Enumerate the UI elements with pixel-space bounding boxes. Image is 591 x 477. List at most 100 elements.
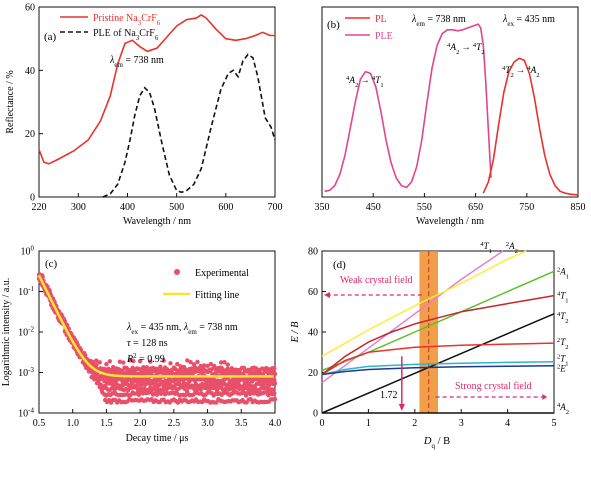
data-point-958 <box>191 362 197 367</box>
panel-a-frame <box>38 6 276 198</box>
panel-b-xtick-label-1: 450 <box>366 202 381 213</box>
panel-a-xlabel: Wavelength / nm <box>123 216 191 227</box>
data-point-928 <box>90 359 96 365</box>
data-point-842 <box>272 391 277 396</box>
panel-d-xtick-label-3: 3 <box>459 418 464 429</box>
peak-label-4a2-4t2: 4A2 → 4T2 <box>447 42 485 56</box>
panel-b-lem: λem = 738 nm <box>411 14 466 28</box>
panel-c-xtick-label-2: 1.5 <box>100 418 113 429</box>
data-point-966 <box>218 360 224 365</box>
term-line-6 <box>321 361 555 376</box>
panel-d-xtick-label-0: 0 <box>320 418 325 429</box>
panel-c-annot-1: λex = 435 nm, λem = 738 nm <box>126 322 238 336</box>
ple-line <box>324 23 492 193</box>
data-point-961 <box>202 363 207 368</box>
data-point-306 <box>272 366 277 371</box>
data-point-367 <box>208 368 213 374</box>
legend-c-fit-label: Fitting line <box>195 290 240 301</box>
data-point-931 <box>100 366 106 372</box>
data-point-949 <box>161 358 166 363</box>
data-point-898 <box>214 400 219 405</box>
panel-d-series <box>321 250 555 414</box>
panel-c: 0.5 1.0 1.5 2.0 2.5 3.0 3.5 4.0 10-4 10-3 10-2 10-1… <box>1 245 281 445</box>
panel-b-series <box>324 23 579 196</box>
data-point-948 <box>158 364 163 369</box>
data-point-967 <box>222 360 227 365</box>
data-point-930 <box>97 360 102 365</box>
panel-c-ytick-label-2: 10-2 <box>18 326 34 339</box>
legend-b-pl-label: PL <box>375 14 387 25</box>
term-line-7 <box>321 365 555 376</box>
panel-c-ytick-label-3: 10-1 <box>18 285 34 298</box>
panel-b-ticks: 350 450 550 650 750 850 <box>315 193 586 213</box>
state-label-right-3: 2T2 <box>557 337 569 351</box>
panel-d-ytick-label-2: 40 <box>308 328 318 339</box>
panel-d-xtick-label-2: 2 <box>412 418 417 429</box>
data-point-613 <box>159 380 164 386</box>
term-line-1 <box>321 250 527 357</box>
panel-b-xlabel: Wavelength / nm <box>416 216 484 227</box>
panel-c-xtick-label-6: 3.5 <box>235 418 248 429</box>
panel-b-xtick-label-0: 350 <box>315 202 330 213</box>
data-point-937 <box>121 360 126 365</box>
panel-d-ytick-label-0: 0 <box>313 409 318 420</box>
data-point-941 <box>134 367 139 372</box>
panel-a-xtick-label-0: 220 <box>32 202 47 213</box>
panel-a-ylabel: Reflectance / % <box>5 70 16 133</box>
data-point-933 <box>107 359 113 364</box>
panel-c-annot-3: R2 = 0.99 <box>126 352 165 365</box>
panel-a-xtick-label-2: 400 <box>120 202 135 213</box>
data-point-942 <box>137 359 143 364</box>
legend-a-dashed-label: PLE of Na3CrF6 <box>93 28 159 42</box>
legend-c-exp-marker <box>174 269 180 275</box>
panel-a-ticks: 220 300 400 500 600 700 0 20 40 60 <box>25 3 283 214</box>
panel-c-fit <box>37 274 274 378</box>
panel-c-annot-2: τ = 128 ns <box>127 338 168 349</box>
panel-d-ylabel: E / B <box>290 321 301 344</box>
state-label-right-6: 4A2 <box>557 401 569 415</box>
data-point-959 <box>195 359 200 365</box>
data-point-963 <box>208 361 214 367</box>
term-line-0 <box>321 250 504 384</box>
data-point-492 <box>94 376 99 381</box>
state-label-top-1: 2A2 <box>506 241 518 255</box>
panel-d-ytick-label-1: 20 <box>308 368 318 379</box>
weak-field-label: Weak crystal field <box>340 275 413 286</box>
panel-b-xtick-label-3: 650 <box>468 202 483 213</box>
data-point-927 <box>272 397 278 402</box>
panel-b: 350 450 550 650 750 850 (b) PL PLE λem = 738 … <box>315 6 586 227</box>
weak-field-arrow-head <box>324 292 330 298</box>
panel-a-ytick-label-3: 60 <box>25 3 35 14</box>
data-point-756 <box>271 387 276 392</box>
panel-c-xtick-label-1: 1.0 <box>66 418 79 429</box>
peak-label-4t2-4a2: 4T2 → 4A2 <box>502 65 540 79</box>
panel-a-series <box>38 14 276 198</box>
data-point-962 <box>205 363 210 369</box>
data-point-936 <box>117 359 123 364</box>
data-point-946 <box>151 366 156 371</box>
panel-a: 220 300 400 500 600 700 0 20 40 60 (a) Pristine N… <box>5 3 283 228</box>
panel-a-ytick-label-0: 0 <box>30 193 35 204</box>
legend-b-ple-label: PLE <box>375 31 393 42</box>
panel-d-xtick-label-1: 1 <box>366 418 371 429</box>
data-point-938 <box>124 365 129 371</box>
panel-d-band <box>419 251 438 413</box>
data-point-929 <box>94 358 99 363</box>
marker-value-label: 1.72 <box>380 390 398 401</box>
state-label-right-4: 2T1 <box>557 353 569 367</box>
panel-c-xtick-label-0: 0.5 <box>33 418 46 429</box>
panel-d-xtick-label-5: 5 <box>552 418 557 429</box>
pl-line <box>482 57 579 196</box>
panel-c-xtick-label-3: 2.0 <box>134 418 147 429</box>
strong-field-arrow-head <box>542 394 548 400</box>
data-point-957 <box>188 360 193 365</box>
panel-d-xlabel: Dq / B <box>423 436 450 450</box>
legend-c-exp-label: Experimental <box>195 268 249 279</box>
panel-b-frame <box>321 6 579 198</box>
panel-c-ytick-label-1: 10-3 <box>18 366 34 379</box>
panel-c-ticks: 0.5 1.0 1.5 2.0 2.5 3.0 3.5 4.0 10-4 10-3 10-2 10-1… <box>18 245 281 430</box>
data-point-953 <box>175 361 180 367</box>
data-point-947 <box>154 366 160 372</box>
peak-label-4a2-4t1: 4A2 → 4T1 <box>346 75 384 89</box>
